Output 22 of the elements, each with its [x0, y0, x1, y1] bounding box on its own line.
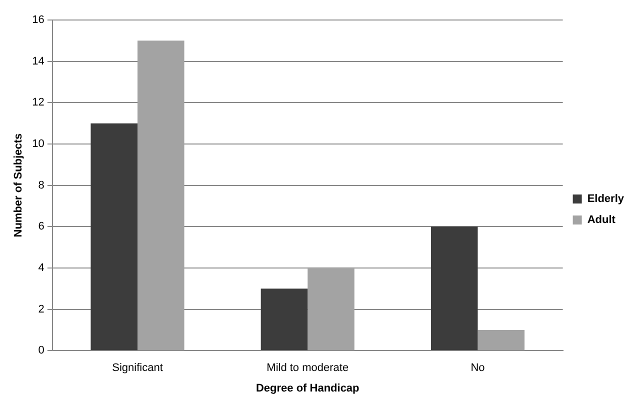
- bar: [138, 40, 184, 350]
- bar: [90, 123, 138, 350]
- y-tick-label: 14: [32, 55, 44, 68]
- bar: [260, 288, 308, 350]
- x-tick-label: Mild to moderate: [266, 362, 349, 374]
- bar: [308, 268, 354, 350]
- y-tick-label: 8: [38, 179, 44, 192]
- y-tick-label: 16: [32, 14, 44, 26]
- y-tick-label: 2: [38, 303, 44, 316]
- x-axis-title: Degree of Handicap: [256, 382, 360, 394]
- y-tick-label: 0: [38, 344, 44, 357]
- y-tick-label: 6: [38, 220, 44, 233]
- bar: [478, 330, 525, 350]
- legend-label: Elderly: [587, 193, 625, 206]
- bar: [430, 226, 478, 350]
- y-tick-label: 10: [32, 138, 44, 150]
- y-tick-label: 12: [32, 96, 44, 109]
- y-axis-title: Number of Subjects: [12, 133, 25, 238]
- x-tick-label: Significant: [112, 362, 163, 374]
- x-tick-label: No: [470, 362, 485, 374]
- legend-label: Adult: [587, 214, 616, 226]
- y-tick-label: 4: [38, 262, 44, 274]
